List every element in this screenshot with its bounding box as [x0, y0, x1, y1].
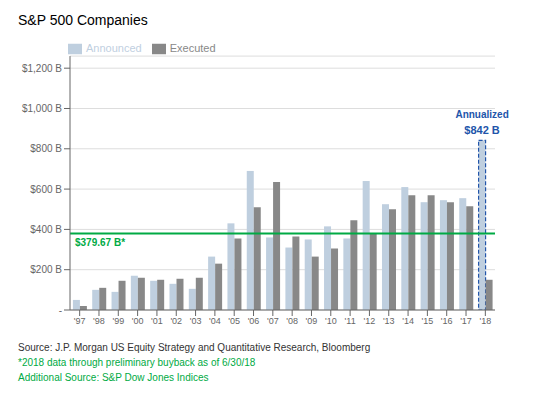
html-text:S&P 500 Companies: S&P 500 Companies [18, 12, 148, 28]
svg-text:'13: '13 [383, 316, 395, 326]
svg-text:'06: '06 [248, 316, 260, 326]
svg-text:'15: '15 [422, 316, 434, 326]
svg-text:Annualized: Annualized [455, 109, 508, 120]
svg-text:'07: '07 [267, 316, 279, 326]
svg-text:$379.67 B*: $379.67 B* [75, 237, 125, 248]
svg-text:'09: '09 [306, 316, 318, 326]
svg-text:$800 B: $800 B [30, 143, 62, 154]
svg-text:'00: '00 [132, 316, 144, 326]
svg-text:'04: '04 [209, 316, 221, 326]
html-text:*2018 data through preliminary: *2018 data through preliminary buyback a… [18, 357, 256, 368]
html-text:Executed: Executed [169, 42, 216, 54]
svg-text:$1,200 B: $1,200 B [22, 63, 62, 74]
svg-text:'10: '10 [325, 316, 337, 326]
svg-text:'14: '14 [402, 316, 414, 326]
svg-text:'08: '08 [286, 316, 298, 326]
svg-text:-: - [59, 305, 62, 316]
svg-text:'05: '05 [228, 316, 240, 326]
svg-text:'02: '02 [170, 316, 182, 326]
html-text:Additional Source: S&P Dow Jon: Additional Source: S&P Dow Jones Indices [18, 372, 209, 383]
svg-text:'99: '99 [112, 316, 124, 326]
svg-text:'11: '11 [345, 316, 356, 326]
svg-text:$600 B: $600 B [30, 184, 62, 195]
html-text:Announced: Announced [86, 42, 142, 54]
html-text:Source: J.P. Morgan US Equity: Source: J.P. Morgan US Equity Strategy a… [18, 342, 371, 353]
svg-text:$842 B: $842 B [464, 124, 500, 136]
svg-text:'98: '98 [93, 316, 105, 326]
svg-text:$200 B: $200 B [30, 264, 62, 275]
svg-text:'97: '97 [74, 316, 86, 326]
svg-text:'17: '17 [460, 316, 472, 326]
svg-text:$400 B: $400 B [30, 224, 62, 235]
svg-text:'12: '12 [364, 316, 376, 326]
svg-text:'18: '18 [479, 316, 491, 326]
svg-text:$1,000 B: $1,000 B [22, 103, 62, 114]
svg-text:'01: '01 [151, 316, 163, 326]
svg-text:'03: '03 [190, 316, 202, 326]
svg-text:'16: '16 [441, 316, 453, 326]
